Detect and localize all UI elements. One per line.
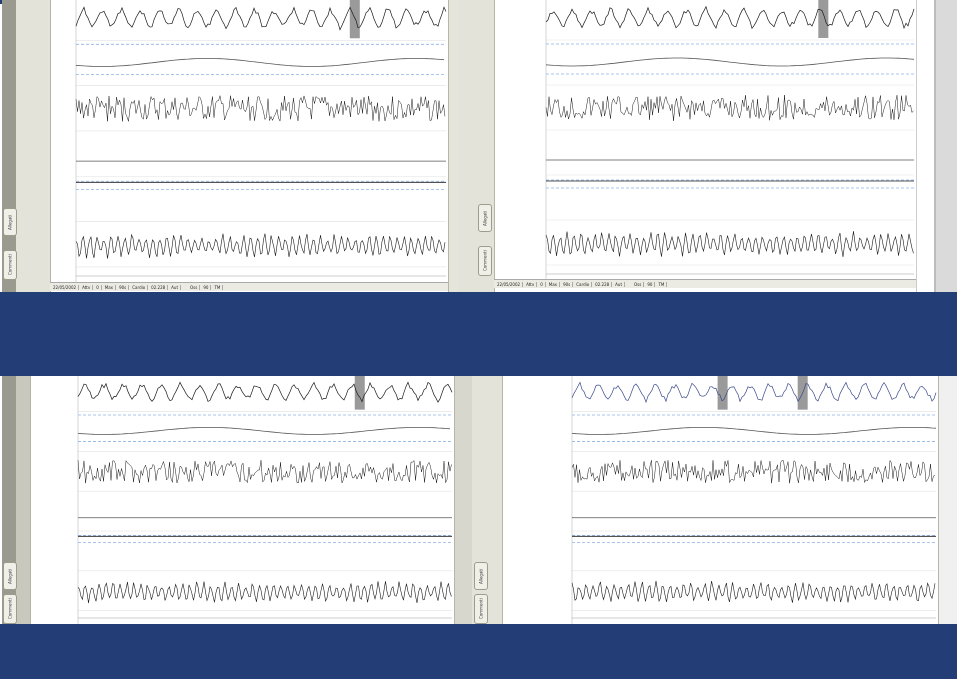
respiration-trace [77,381,453,403]
vertical-scrollbar[interactable] [454,376,472,624]
ecg-trace [75,233,446,259]
status-field: Max [549,281,561,287]
event-marker [717,376,728,410]
flow-trace [545,57,915,67]
respiration-trace [75,6,447,31]
side-tab-strip [2,0,17,292]
vertical-scrollbar[interactable] [938,376,957,624]
tab-allegati[interactable]: Allegati [478,204,492,232]
ecg-trace [571,580,936,603]
status-field: 02.228 [595,281,613,287]
tab-commenti[interactable]: Commenti [3,594,17,624]
side-tab-strip [458,0,495,292]
status-field: 90s [119,284,130,290]
status-field: 22/05/2002 [53,284,80,290]
right-edge-shadow [936,0,957,292]
tab-allegati[interactable]: Allegati [3,562,17,590]
recording-panel-top-right: Allegati Commenti 22/05/2002 Attv 0 Max 90s C… [458,0,957,292]
status-field: Aut [171,284,182,290]
polysomnography-chart [571,376,937,624]
status-field: 02.228 [151,284,169,290]
tab-commenti[interactable]: Commenti [474,594,488,624]
status-field: TM [214,284,224,290]
status-field: Max [105,284,117,290]
status-field: Attv [526,281,538,287]
flow-trace [75,58,445,67]
recording-panel-top-left: Allegati Commenti 22/05/2002 Attv 0 Max 90s C… [2,0,458,292]
tab-allegati[interactable]: Allegati [3,208,17,236]
polysomnography-chart [77,376,453,624]
status-field: Cardio [132,284,149,290]
vertical-scrollbar[interactable] [916,0,927,292]
emg-trace [545,94,914,121]
tab-commenti[interactable]: Commenti [3,250,17,280]
status-field: 90 [647,281,656,287]
ecg-trace [545,231,914,257]
tab-commenti[interactable]: Commenti [478,246,492,276]
emg-trace [75,95,446,122]
status-field: Oss [634,281,645,287]
polysomnography-chart [75,0,447,282]
tab-allegati[interactable]: Allegati [474,562,488,590]
middle-blue-band [0,292,957,376]
flow-trace [77,427,451,435]
right-edge-highlight [934,0,936,292]
status-bar: 22/05/2002 Attv 0 Max 90s Cardio 02.228 Aut Oss 9… [494,279,916,288]
status-bar: 22/05/2002 Attv 0 Max 90s Cardio 02.228 Aut Oss 9… [50,282,448,291]
status-field: 0 [96,284,102,290]
vertical-scrollbar[interactable] [448,0,458,292]
status-field: TM [658,281,668,287]
event-marker [349,0,360,39]
respiration-trace [545,5,915,30]
polysomnography-chart [545,0,915,280]
status-field: Aut [615,281,626,287]
status-field: 90 [203,284,212,290]
emg-trace [77,459,452,484]
ecg-trace [77,581,452,604]
status-field: Oss [190,284,201,290]
side-tab-strip [16,376,31,624]
flow-trace [571,427,937,435]
status-field: 0 [540,281,546,287]
status-field: 90s [563,281,574,287]
event-marker [818,0,829,38]
respiration-trace [571,381,937,404]
status-field: Cardio [576,281,593,287]
status-field: Attv [82,284,94,290]
recording-panel-bottom-left: Allegati Commenti [2,376,472,624]
recording-panel-bottom-right: Allegati Commenti [472,376,957,624]
status-field: 22/05/2002 [497,281,524,287]
emg-trace [571,459,936,484]
bottom-blue-band [0,624,957,679]
side-tab-strip [16,0,51,292]
event-marker [354,376,365,410]
